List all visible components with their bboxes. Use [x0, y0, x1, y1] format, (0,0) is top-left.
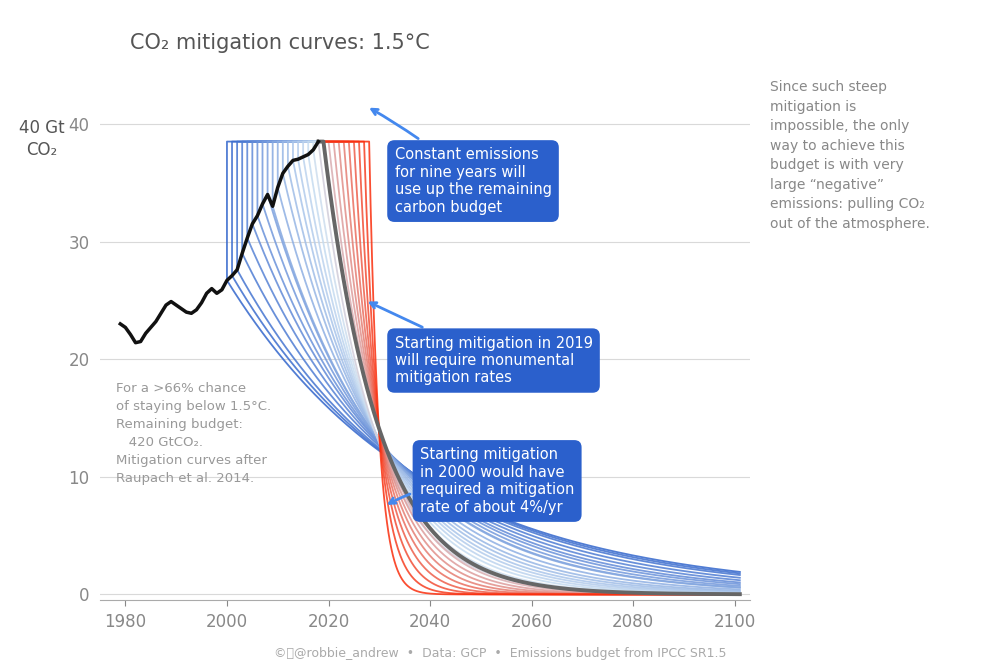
Text: For a >66% chance
of staying below 1.5°C.
Remaining budget:
   420 GtCO₂.
Mitiga: For a >66% chance of staying below 1.5°C…: [116, 382, 271, 484]
Text: CO₂ mitigation curves: 1.5°C: CO₂ mitigation curves: 1.5°C: [130, 33, 430, 53]
Text: Starting mitigation
in 2000 would have
required a mitigation
rate of about 4%/yr: Starting mitigation in 2000 would have r…: [390, 448, 574, 515]
Text: ©ⓒ@robbie_andrew  •  Data: GCP  •  Emissions budget from IPCC SR1.5: ©ⓒ@robbie_andrew • Data: GCP • Emissions…: [274, 648, 726, 660]
Text: Starting mitigation in 2019
will require monumental
mitigation rates: Starting mitigation in 2019 will require…: [370, 303, 593, 386]
Text: Since such steep
mitigation is
impossible, the only
way to achieve this
budget i: Since such steep mitigation is impossibl…: [770, 80, 930, 231]
Text: 40 Gt
CO₂: 40 Gt CO₂: [19, 119, 64, 159]
Text: Constant emissions
for nine years will
use up the remaining
carbon budget: Constant emissions for nine years will u…: [372, 109, 552, 215]
